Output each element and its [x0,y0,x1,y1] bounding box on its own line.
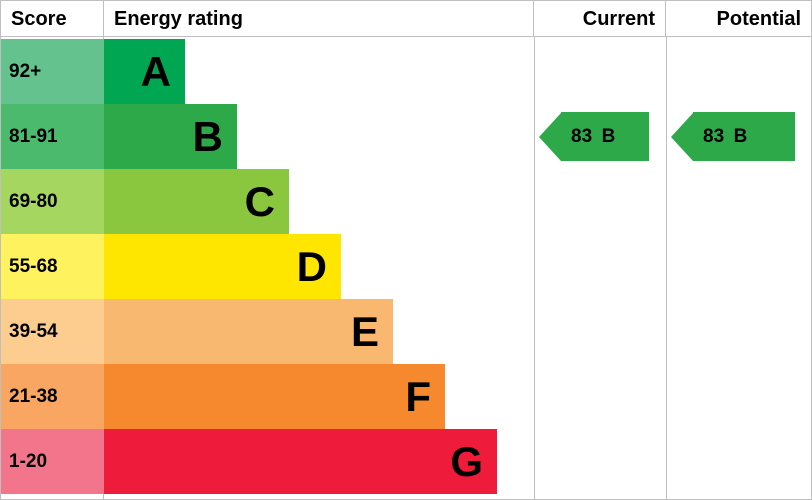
potential-pointer-label: 83 B [693,112,795,161]
energy-rating-chart: Score Energy rating Current Potential 92… [0,0,812,500]
score-box-f: 21-38 [1,364,104,429]
header-current: Current [533,1,665,36]
current-pointer-label: 83 B [561,112,649,161]
score-box-b: 81-91 [1,104,104,169]
potential-pointer: 83 B [671,112,795,161]
score-box-g: 1-20 [1,429,104,494]
rating-bar-g: G [104,429,497,494]
header-potential: Potential [665,1,811,36]
score-box-e: 39-54 [1,299,104,364]
rating-bar-b: B [104,104,237,169]
rating-bar-c: C [104,169,289,234]
rating-bar-d: D [104,234,341,299]
current-pointer: 83 B [539,112,649,161]
header-score: Score [1,1,104,36]
score-box-a: 92+ [1,39,104,104]
header-rating: Energy rating [104,1,533,36]
header-row: Score Energy rating Current Potential [1,1,811,37]
score-box-d: 55-68 [1,234,104,299]
current-pointer-arrow-icon [539,113,561,161]
chart-body: 92+A81-91B69-80C55-68D39-54E21-38F1-20G 8… [1,37,811,500]
score-box-c: 69-80 [1,169,104,234]
rating-bar-e: E [104,299,393,364]
potential-pointer-arrow-icon [671,113,693,161]
rating-bar-f: F [104,364,445,429]
rating-bar-a: A [104,39,185,104]
